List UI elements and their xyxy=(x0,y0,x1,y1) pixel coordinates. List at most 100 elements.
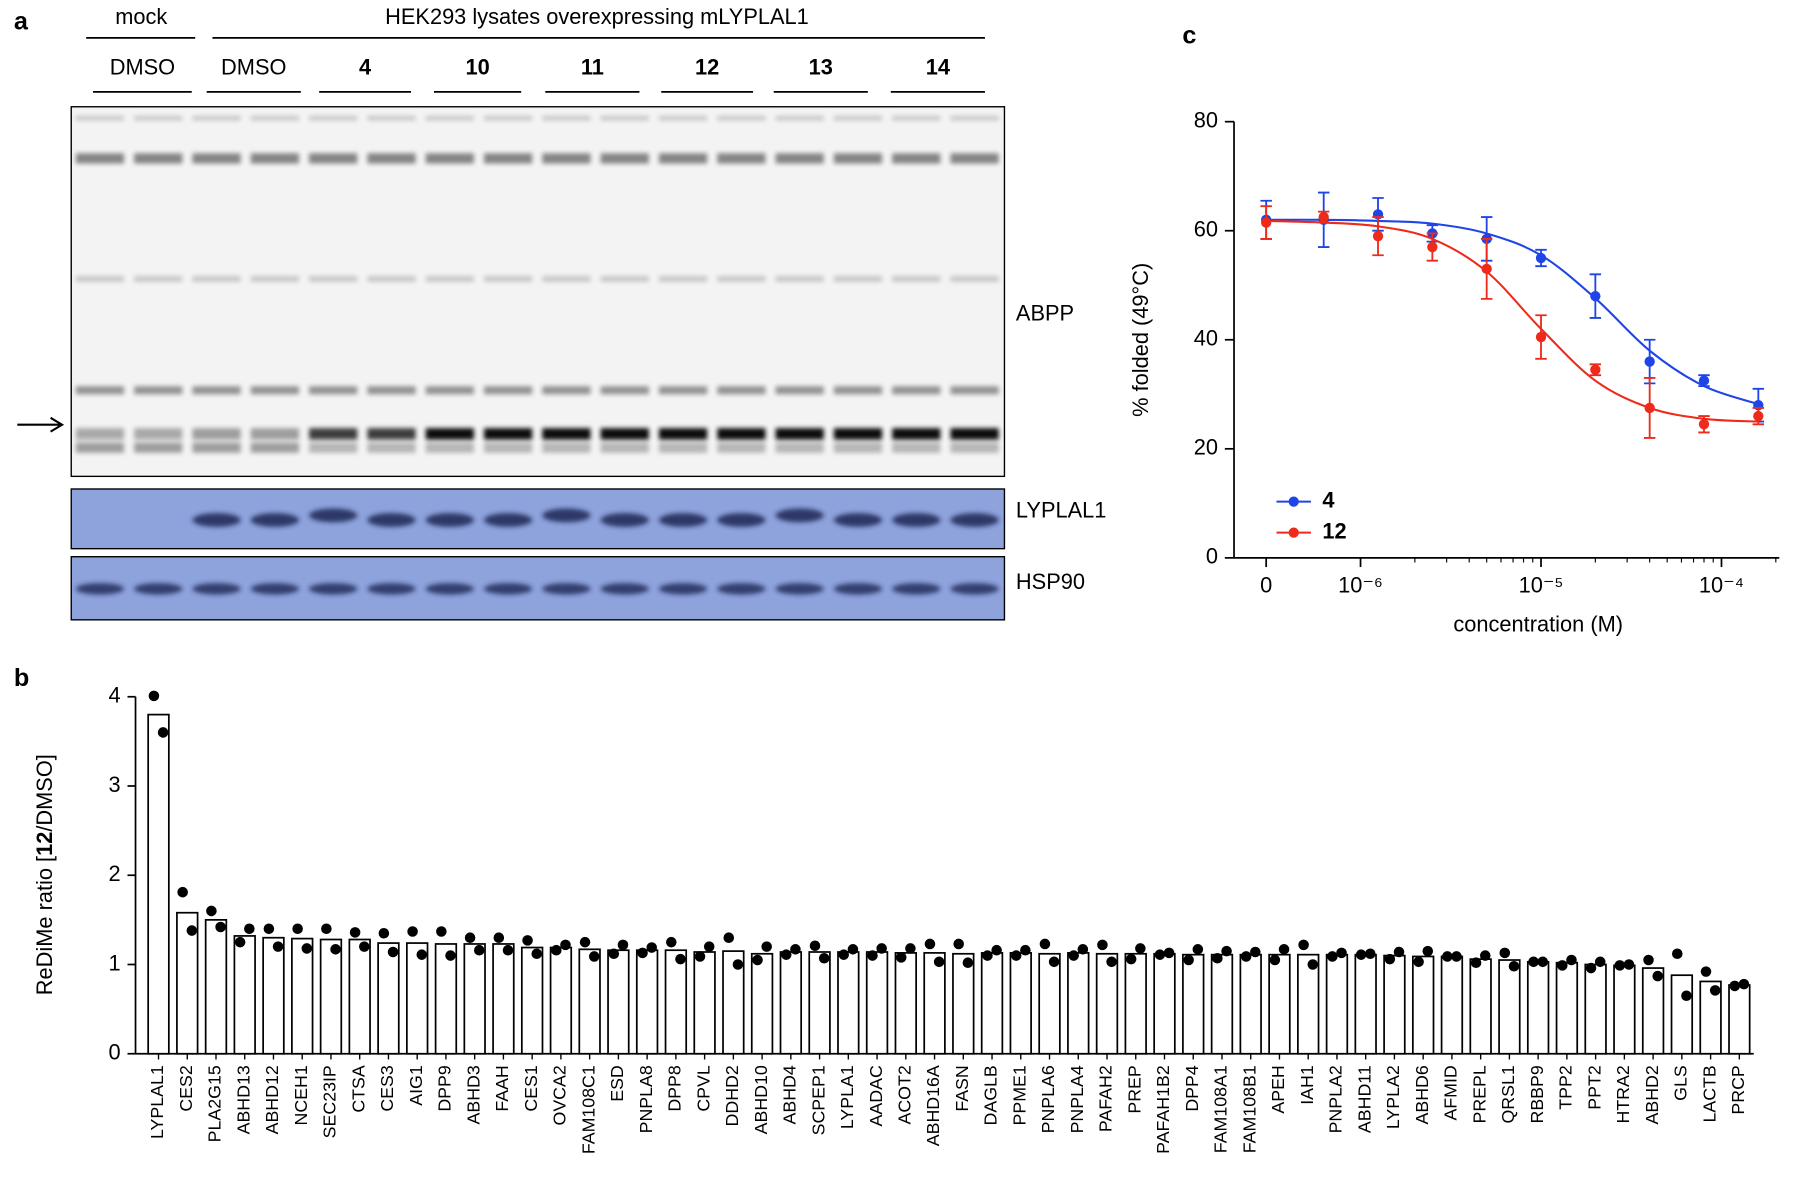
y-tick-label: 0 xyxy=(1206,544,1218,569)
band xyxy=(717,153,766,164)
bar xyxy=(1297,953,1320,1055)
replicate-dot xyxy=(1048,956,1060,968)
x-tick-label: PPME1 xyxy=(1009,1065,1029,1125)
x-tick-label: DAGLB xyxy=(981,1065,1001,1125)
bar xyxy=(1210,953,1234,1055)
band xyxy=(775,442,824,453)
band xyxy=(600,153,649,164)
legend-marker xyxy=(1288,496,1299,507)
band xyxy=(775,115,824,121)
blot-band xyxy=(950,513,999,527)
replicate-dot xyxy=(579,936,591,948)
x-tick-label: ESD xyxy=(607,1065,627,1102)
y-tick-label: 4 xyxy=(108,683,120,708)
band xyxy=(192,442,241,453)
bar xyxy=(1153,952,1176,1055)
band xyxy=(484,115,533,121)
band xyxy=(542,153,591,164)
x-tick-label: CPVL xyxy=(693,1065,713,1112)
band xyxy=(833,115,883,121)
x-tick-label: PPT2 xyxy=(1584,1065,1604,1109)
band xyxy=(892,276,941,282)
y-axis-label: ReDiMe ratio [12/DMSO] xyxy=(32,754,57,995)
replicate-dot xyxy=(1125,953,1137,965)
replicate-dot xyxy=(1528,956,1539,968)
replicate-dot xyxy=(790,944,801,955)
x-tick-label: ABHD11 xyxy=(1354,1065,1374,1133)
replicate-dot xyxy=(206,905,217,917)
band xyxy=(542,428,591,440)
y-axis-label-part: /DMSO] xyxy=(32,754,57,832)
replicate-dot xyxy=(1097,939,1108,951)
replicate-dot xyxy=(215,921,226,933)
x-tick-label: LYPLAL1 xyxy=(147,1065,167,1139)
x-tick-label: PAFAH2 xyxy=(1096,1065,1116,1132)
x-tick-label: DPP4 xyxy=(1182,1065,1202,1112)
band xyxy=(250,442,299,453)
band xyxy=(484,276,533,282)
bar xyxy=(147,713,170,1055)
x-tick-label: ABHD2 xyxy=(1642,1065,1662,1124)
y-tick-label: 40 xyxy=(1194,326,1218,351)
x-tick-label: FASN xyxy=(952,1065,972,1111)
blot-band xyxy=(192,583,241,595)
x-tick-label: ABHD12 xyxy=(262,1065,282,1134)
x-tick-label: NCEH1 xyxy=(291,1065,311,1125)
band xyxy=(250,115,299,121)
replicate-dot xyxy=(416,949,428,960)
band xyxy=(950,276,999,282)
bar xyxy=(980,952,1004,1055)
band xyxy=(833,153,883,164)
bar xyxy=(549,946,573,1055)
y-tick-label: 0 xyxy=(108,1040,120,1065)
replicate-dot xyxy=(1077,944,1089,955)
blot-band xyxy=(950,583,999,595)
band xyxy=(658,115,708,121)
x-tick-label: PNPLA8 xyxy=(636,1065,656,1133)
replicate-dot xyxy=(387,946,399,958)
band xyxy=(542,386,591,395)
x-tick-label: ABHD4 xyxy=(780,1065,800,1124)
blot-band xyxy=(833,513,883,527)
bar xyxy=(779,951,803,1055)
replicate-dot xyxy=(1393,946,1405,958)
y-tick-label: 60 xyxy=(1194,216,1218,241)
bar xyxy=(1728,984,1751,1055)
replicate-dot xyxy=(1585,962,1597,974)
x-tick-label: AADAC xyxy=(866,1065,886,1126)
y-axis-label: % folded (49°C) xyxy=(1128,263,1153,417)
band xyxy=(950,428,999,440)
replicate-dot xyxy=(780,949,792,960)
y-axis-label-part: ReDiMe ratio [ xyxy=(32,856,57,995)
blot-band xyxy=(717,583,766,595)
blot-band xyxy=(134,583,183,595)
replicate-dot xyxy=(809,940,821,952)
band xyxy=(717,386,766,395)
replicate-dot xyxy=(1240,951,1252,962)
replicate-dot xyxy=(1470,957,1482,968)
legend-label: 4 xyxy=(1322,487,1334,512)
x-tick-label: APEH xyxy=(1268,1065,1288,1113)
bar xyxy=(837,951,860,1055)
bar xyxy=(492,943,515,1055)
band xyxy=(950,153,999,164)
fit-curve xyxy=(1266,218,1759,406)
x-tick-label: ABHD10 xyxy=(751,1065,771,1134)
band xyxy=(75,386,125,395)
data-point xyxy=(1318,211,1329,223)
replicate-dot xyxy=(445,950,456,961)
band xyxy=(309,428,358,440)
replicate-dot xyxy=(1537,956,1549,968)
band xyxy=(192,153,241,164)
data-point xyxy=(1261,217,1272,228)
band xyxy=(134,153,183,164)
bar xyxy=(1469,958,1492,1055)
bar xyxy=(808,951,831,1055)
replicate-dot xyxy=(1039,938,1051,950)
bar xyxy=(923,952,946,1055)
replicate-dot xyxy=(847,944,859,955)
bar xyxy=(952,952,975,1055)
band xyxy=(600,386,649,395)
x-tick-label: FAM108C1 xyxy=(578,1065,598,1154)
band xyxy=(658,428,708,440)
